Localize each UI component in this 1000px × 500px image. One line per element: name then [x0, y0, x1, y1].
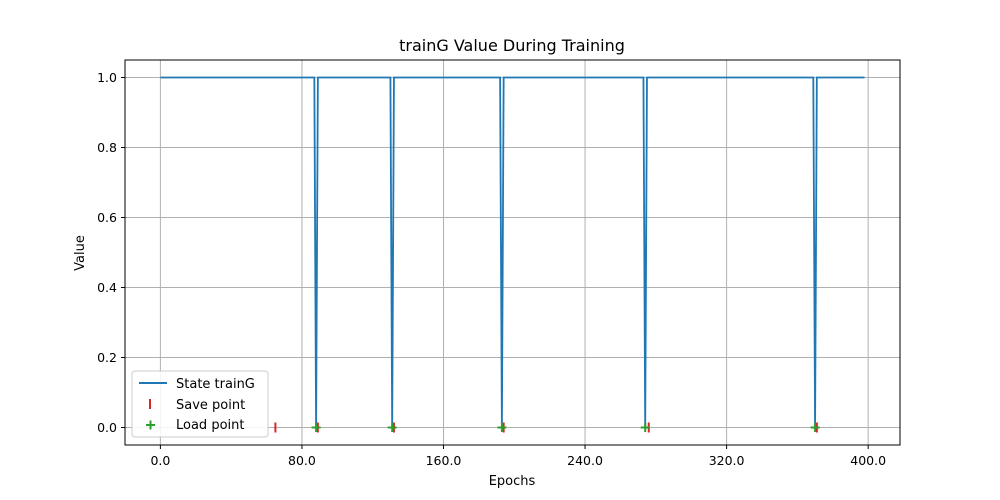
x-tick-label: 160.0 [426, 453, 462, 468]
legend-box [131, 370, 269, 438]
x-tick-label: 320.0 [709, 453, 745, 468]
axis-ticks: 0.0 80.0 160.0 240.0 320.0 400.0 0.0 0.2 0.4 0.6 0… [97, 70, 886, 468]
chart-title: trainG Value During Training [399, 36, 625, 55]
load-point-marker [311, 423, 321, 432]
legend-label-load-point: Load point [176, 418, 244, 433]
x-tick-label: 80.0 [288, 453, 316, 468]
plot-markers [274, 422, 820, 433]
y-tick-label: 0.8 [97, 140, 117, 155]
y-axis-label: Value [73, 235, 88, 271]
y-tick-label: 0.4 [97, 280, 117, 295]
x-tick-label: 0.0 [150, 453, 170, 468]
x-tick-label: 240.0 [567, 453, 603, 468]
x-tick-label: 400.0 [850, 453, 886, 468]
legend-swatch-load-point [146, 420, 155, 430]
legend: State trainG Save point Load point [131, 370, 269, 438]
load-point-marker [497, 423, 507, 432]
y-tick-label: 1.0 [97, 70, 117, 85]
plot-area-frame [124, 59, 901, 446]
load-point-marker [810, 423, 820, 432]
y-tick-label: 0.6 [97, 210, 117, 225]
y-tick-label: 0.0 [97, 420, 117, 435]
y-tick-label: 0.2 [97, 350, 117, 365]
x-axis-label: Epochs [489, 474, 536, 489]
load-point-marker [640, 423, 650, 432]
legend-label-state-traing: State trainG [176, 377, 255, 392]
load-point-marker [387, 423, 397, 432]
legend-label-save-point: Save point [176, 398, 245, 413]
